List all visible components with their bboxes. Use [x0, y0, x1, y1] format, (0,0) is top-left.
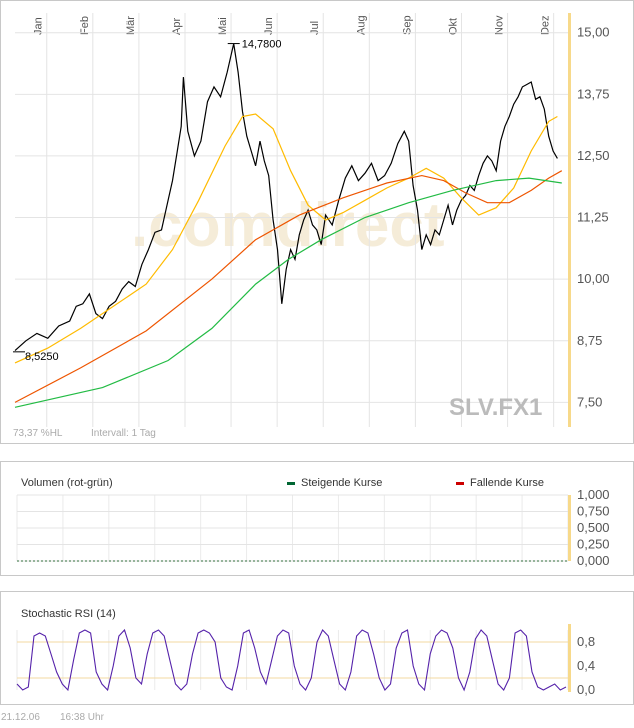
month-tick-label: Jan [33, 17, 45, 35]
series-line-ma38 [14, 113, 558, 364]
legend-swatch [287, 482, 295, 485]
month-tick-label: Dez [540, 15, 552, 35]
month-tick-label: Aug [355, 15, 367, 35]
month-tick-label: Sep [401, 15, 413, 35]
rsi-title: Stochastic RSI (14) [21, 608, 116, 620]
y-tick-label: 10,00 [577, 271, 610, 286]
month-tick-label: Okt [447, 18, 459, 35]
volume-chart: Volumen (rot-grün) Steigende Kurse Fallend… [16, 477, 610, 568]
y-tick-label: 8,75 [577, 333, 602, 348]
month-tick-label: Mär [125, 16, 137, 35]
month-tick-label: Jun [263, 17, 275, 35]
series-line-ma100 [14, 170, 563, 403]
volume-y-tick-label: 0,250 [577, 537, 610, 552]
volume-title: Volumen (rot-grün) [21, 477, 113, 489]
y-tick-label: 11,25 [577, 210, 609, 225]
rsi-y-tick-label: 0,0 [577, 682, 595, 697]
high-label: 14,7800 [242, 39, 282, 51]
volume-y-tick-label: 1,000 [577, 487, 610, 502]
rsi-y-tick-label: 0,4 [577, 658, 595, 673]
legend-swatch [456, 482, 464, 485]
month-tick-label: Mai [217, 17, 229, 35]
volume-y-tick-label: 0,500 [577, 520, 610, 535]
legend-label: Steigende Kurse [301, 477, 382, 489]
rsi-y-tick-label: 0,8 [577, 634, 595, 649]
stochastic-rsi-panel: Stochastic RSI (14) 0,8 0,4 0,0 [0, 591, 634, 705]
symbol-label: SLV.FX1 [449, 394, 542, 421]
footer-date: 21.12.06 [1, 712, 40, 723]
rsi-line [16, 628, 567, 692]
month-tick-label: Feb [79, 16, 91, 35]
series-line-ma200 [14, 177, 562, 408]
y-tick-label: 12,50 [577, 148, 610, 163]
price-chart-panel: .comdirect Jan Feb Mär Apr Mai Jun Jul Aug Sep Okt… [0, 0, 634, 444]
footer-time: 16:38 Uhr [60, 712, 104, 723]
volume-y-tick-label: 0,000 [577, 553, 610, 568]
hl-info-label: 73,37 %HL [13, 428, 63, 439]
legend-label: Fallende Kurse [470, 477, 544, 489]
interval-label: Intervall: 1 Tag [91, 428, 156, 439]
rsi-axis-bar [568, 624, 571, 692]
month-tick-label: Jul [309, 21, 321, 35]
volume-axis-bar [568, 495, 571, 561]
month-tick-label: Nov [494, 15, 506, 35]
y-tick-label: 7,50 [577, 394, 602, 409]
month-tick-label: Apr [171, 18, 183, 35]
low-label: 8,5250 [25, 351, 59, 363]
stochastic-rsi-chart: Stochastic RSI (14) 0,8 0,4 0,0 [16, 608, 595, 697]
y-tick-label: 15,00 [577, 25, 610, 40]
volume-y-tick-label: 0,750 [577, 504, 610, 519]
volume-chart-panel: Volumen (rot-grün) Steigende Kurse Fallend… [0, 461, 634, 576]
series-line-kurs [14, 43, 558, 352]
y-tick-label: 13,75 [577, 86, 610, 101]
price-chart: .comdirect Jan Feb Mär Apr Mai Jun Jul Aug Sep Okt… [13, 13, 610, 439]
y-axis-bar [568, 13, 571, 427]
watermark-text: .comdirect [131, 191, 445, 260]
